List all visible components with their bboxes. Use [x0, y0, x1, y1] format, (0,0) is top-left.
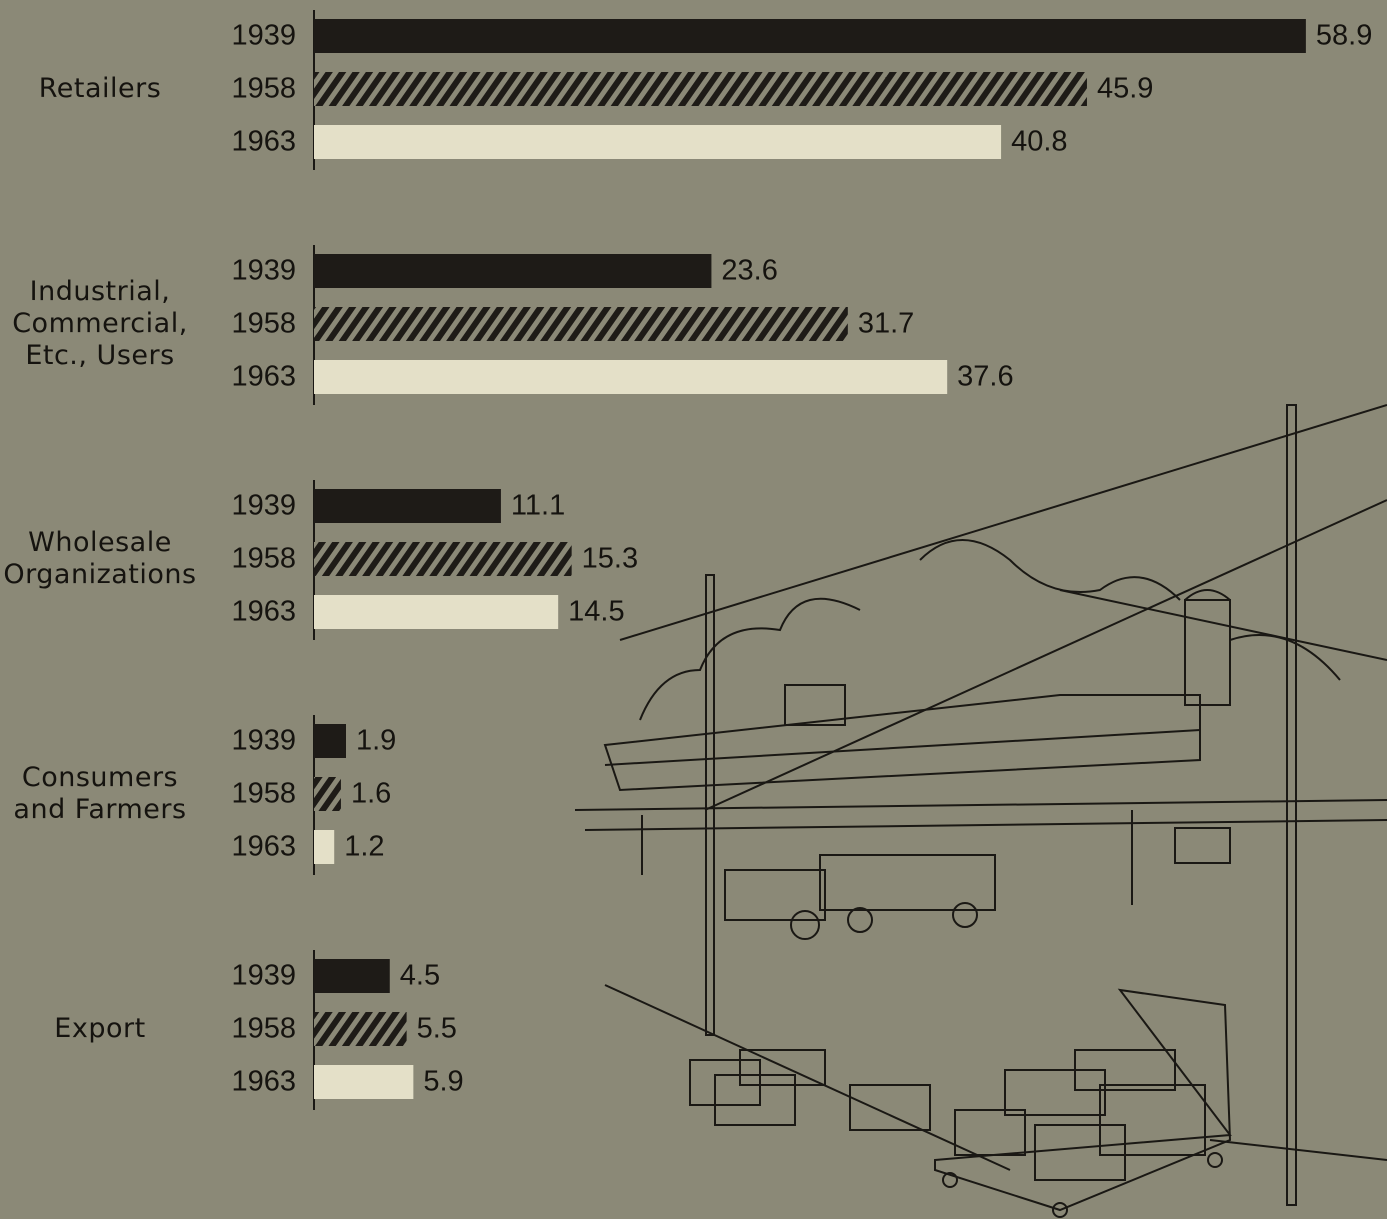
bar	[314, 777, 341, 811]
bar	[314, 72, 1087, 106]
year-label: 1939	[231, 255, 296, 287]
category-label: Wholesale Organizations	[3, 527, 197, 590]
bar	[314, 489, 501, 523]
year-label: 1939	[231, 490, 296, 522]
bar	[314, 830, 335, 864]
value-label: 4.5	[400, 960, 440, 992]
year-label: 1963	[231, 1066, 296, 1098]
year-label: 1958	[231, 543, 296, 575]
value-label: 23.6	[721, 255, 777, 287]
category-label: Consumers and Farmers	[13, 762, 187, 825]
bar	[314, 724, 346, 758]
value-label: 11.1	[511, 490, 565, 522]
value-label: 40.8	[1011, 126, 1067, 158]
value-label: 5.5	[417, 1013, 457, 1045]
year-label: 1958	[231, 73, 296, 105]
year-label: 1963	[231, 831, 296, 863]
illustration	[574, 404, 1387, 1218]
value-label: 1.2	[344, 831, 384, 863]
year-label: 1939	[231, 725, 296, 757]
year-label: 1958	[231, 308, 296, 340]
bar	[314, 360, 948, 394]
value-label: 15.3	[582, 543, 638, 575]
year-label: 1963	[231, 126, 296, 158]
value-label: 58.9	[1316, 20, 1372, 52]
bar	[314, 959, 390, 993]
year-label: 1939	[231, 960, 296, 992]
category-label: Retailers	[38, 73, 162, 104]
value-label: 37.6	[957, 361, 1013, 393]
year-label: 1958	[231, 778, 296, 810]
bar	[314, 125, 1002, 159]
year-label: 1939	[231, 20, 296, 52]
year-label: 1963	[231, 596, 296, 628]
bar	[314, 1012, 407, 1046]
value-label: 31.7	[858, 308, 914, 340]
year-label: 1958	[231, 1013, 296, 1045]
category-label: Industrial, Commercial, Etc., Users	[12, 276, 188, 371]
year-label: 1963	[231, 361, 296, 393]
value-label: 1.6	[351, 778, 391, 810]
value-label: 5.9	[423, 1066, 463, 1098]
bar	[314, 1065, 414, 1099]
value-label: 1.9	[356, 725, 396, 757]
bar	[314, 595, 559, 629]
category-label: Export	[54, 1013, 146, 1044]
bar	[314, 307, 848, 341]
bar	[314, 254, 712, 288]
value-label: 14.5	[568, 596, 624, 628]
value-label: 45.9	[1097, 73, 1153, 105]
bar	[314, 19, 1306, 53]
bar	[314, 542, 572, 576]
